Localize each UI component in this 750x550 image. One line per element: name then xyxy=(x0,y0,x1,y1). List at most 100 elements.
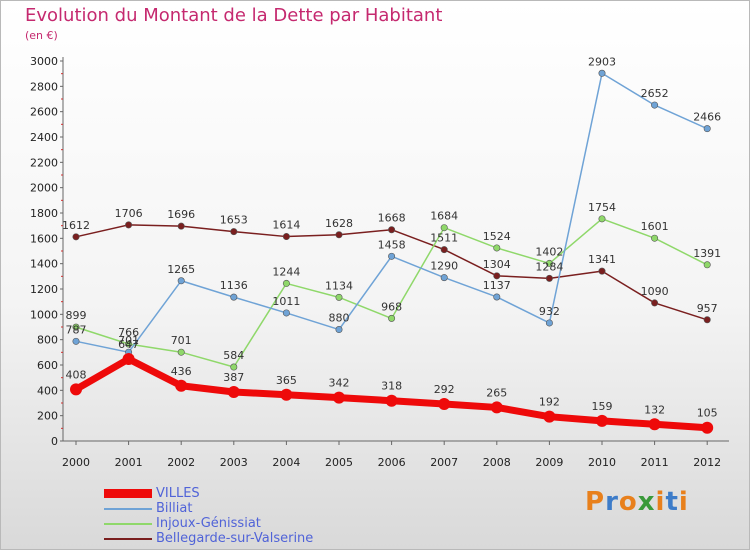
data-point xyxy=(335,231,343,239)
legend-swatch-bellegarde xyxy=(104,538,152,540)
data-label: 1244 xyxy=(272,265,300,278)
logo-letter: i xyxy=(655,487,666,517)
data-point xyxy=(177,348,185,356)
data-label: 2652 xyxy=(641,87,669,100)
data-label: 365 xyxy=(276,374,297,387)
data-point xyxy=(72,233,80,241)
data-label: 159 xyxy=(592,400,613,413)
data-label: 1011 xyxy=(272,295,300,308)
y-tick-label: 1200 xyxy=(30,283,58,296)
data-point xyxy=(545,319,553,327)
data-point xyxy=(703,316,711,324)
data-label: 265 xyxy=(486,386,507,399)
data-label: 957 xyxy=(697,302,718,315)
legend-label-billiat: Billiat xyxy=(156,501,193,516)
data-point xyxy=(440,274,448,282)
data-label: 647 xyxy=(118,338,139,351)
y-tick-label: 1800 xyxy=(30,207,58,220)
data-label: 1511 xyxy=(430,232,458,245)
data-label: 387 xyxy=(223,371,244,384)
data-label: 1601 xyxy=(641,220,669,233)
data-label: 1304 xyxy=(483,258,511,271)
data-point xyxy=(703,261,711,269)
x-tick-label: 2007 xyxy=(430,456,458,469)
data-point xyxy=(125,340,133,348)
data-label: 132 xyxy=(644,403,665,416)
chart-subtitle: (en €) xyxy=(25,29,58,42)
x-tick-label: 2001 xyxy=(115,456,143,469)
data-label: 932 xyxy=(539,305,560,318)
x-tick-label: 2003 xyxy=(220,456,248,469)
data-point xyxy=(493,272,501,280)
x-tick-label: 2006 xyxy=(378,456,406,469)
data-label: 701 xyxy=(118,334,139,347)
logo-letter: P xyxy=(585,487,606,517)
legend-label-bellegarde: Bellegarde-sur-Valserine xyxy=(156,531,314,546)
data-point xyxy=(490,401,503,414)
axes: 0 200 400 600 800 1000 1200 1400 1600 1800 2000 220… xyxy=(30,55,729,469)
data-point xyxy=(280,388,293,401)
proxiti-logo: Proxiti xyxy=(585,487,689,517)
logo-letter: x xyxy=(637,487,656,517)
data-point xyxy=(72,337,80,345)
y-tick-label: 1600 xyxy=(30,232,58,245)
logo-letter: t xyxy=(665,487,679,517)
legend-swatch-billiat xyxy=(104,508,152,510)
data-label: 105 xyxy=(697,407,718,420)
data-point xyxy=(598,267,606,275)
data-point xyxy=(70,383,82,396)
y-tick-label: 2000 xyxy=(30,182,58,195)
legend-swatch-villes xyxy=(104,489,152,498)
data-label: 1391 xyxy=(693,247,721,260)
data-label: 1696 xyxy=(167,208,195,221)
data-label: 1653 xyxy=(220,214,248,227)
data-label: 1684 xyxy=(430,210,458,223)
data-label: 1134 xyxy=(325,279,353,292)
y-tick-label: 0 xyxy=(51,435,58,448)
data-point xyxy=(335,293,343,301)
data-label: 408 xyxy=(66,368,87,381)
series-layer xyxy=(70,69,714,434)
data-label: 192 xyxy=(539,396,560,409)
data-label: 292 xyxy=(434,383,455,396)
data-label: 1524 xyxy=(483,230,511,243)
data-label: 436 xyxy=(171,365,192,378)
data-point xyxy=(335,326,343,334)
data-point xyxy=(72,323,80,331)
data-point xyxy=(598,215,606,223)
y-tick-label: 800 xyxy=(37,334,58,347)
data-point xyxy=(598,69,606,77)
data-label: 1265 xyxy=(167,263,195,276)
logo-letter: o xyxy=(618,487,638,517)
legend-swatch-injoux xyxy=(104,523,152,525)
data-point xyxy=(125,221,133,229)
data-label: 1668 xyxy=(378,212,406,225)
data-label: 1284 xyxy=(535,260,563,273)
chart-title: Evolution du Montant de la Dette par Hab… xyxy=(25,5,443,26)
data-label: 1706 xyxy=(115,207,143,220)
y-tick-label: 2400 xyxy=(30,131,58,144)
data-point xyxy=(177,222,185,230)
x-tick-label: 2008 xyxy=(483,456,511,469)
y-tick-label: 200 xyxy=(37,410,58,423)
x-tick-label: 2000 xyxy=(62,456,90,469)
data-label: 1402 xyxy=(535,245,563,258)
data-label: 1090 xyxy=(641,285,669,298)
data-point xyxy=(493,293,501,301)
data-point xyxy=(230,228,238,236)
data-point xyxy=(596,414,608,427)
y-tick-label: 3000 xyxy=(30,55,58,68)
y-tick-label: 1400 xyxy=(30,258,58,271)
data-point xyxy=(333,391,345,404)
data-point xyxy=(701,421,714,434)
x-tick-label: 2009 xyxy=(535,456,563,469)
data-point xyxy=(230,293,238,301)
data-point xyxy=(388,252,396,260)
data-point xyxy=(122,353,135,366)
data-point xyxy=(438,398,451,411)
data-point xyxy=(177,277,185,285)
data-labels: 1612 1706 1696 1653 1614 1628 1668 1511 1304 1284… xyxy=(62,55,721,419)
data-label: 342 xyxy=(329,377,350,390)
